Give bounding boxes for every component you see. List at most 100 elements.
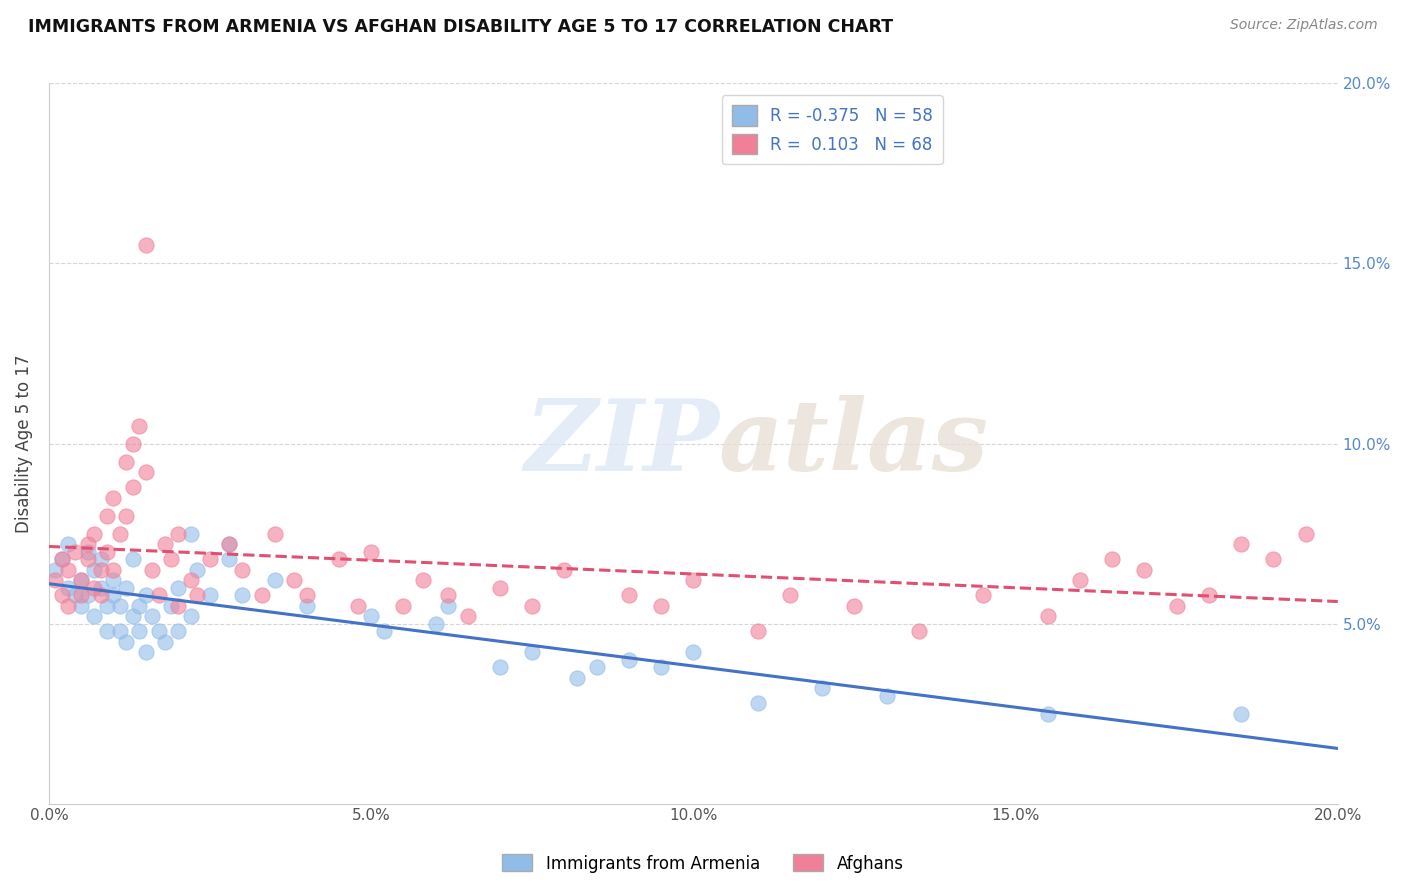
Point <box>522 645 544 659</box>
Point <box>522 599 544 613</box>
Legend: Immigrants from Armenia, Afghans: Immigrants from Armenia, Afghans <box>496 847 910 880</box>
Point <box>811 681 834 696</box>
Point <box>876 689 898 703</box>
Point <box>250 588 273 602</box>
Y-axis label: Disability Age 5 to 17: Disability Age 5 to 17 <box>15 354 32 533</box>
Point <box>412 574 434 588</box>
Point <box>115 634 138 648</box>
Point <box>263 574 285 588</box>
Point <box>779 588 801 602</box>
Point <box>198 551 221 566</box>
Point <box>1230 706 1253 721</box>
Point <box>617 588 640 602</box>
Point <box>108 526 131 541</box>
Point <box>58 563 80 577</box>
Text: ZIP: ZIP <box>524 395 718 491</box>
Point <box>96 508 118 523</box>
Point <box>160 599 183 613</box>
Point <box>44 574 66 588</box>
Point <box>567 671 589 685</box>
Point <box>360 609 382 624</box>
Point <box>58 581 80 595</box>
Text: IMMIGRANTS FROM ARMENIA VS AFGHAN DISABILITY AGE 5 TO 17 CORRELATION CHART: IMMIGRANTS FROM ARMENIA VS AFGHAN DISABI… <box>28 18 893 36</box>
Point <box>231 563 253 577</box>
Point <box>186 588 208 602</box>
Point <box>58 599 80 613</box>
Point <box>1036 706 1059 721</box>
Point <box>972 588 994 602</box>
Point <box>489 581 512 595</box>
Point <box>166 624 188 638</box>
Point <box>89 563 111 577</box>
Point <box>1069 574 1091 588</box>
Point <box>489 660 512 674</box>
Point <box>218 537 240 551</box>
Point <box>360 544 382 558</box>
Point <box>166 599 188 613</box>
Point <box>682 645 704 659</box>
Point <box>295 599 318 613</box>
Point <box>1101 551 1123 566</box>
Point <box>1263 551 1285 566</box>
Text: Source: ZipAtlas.com: Source: ZipAtlas.com <box>1230 18 1378 32</box>
Point <box>76 537 98 551</box>
Point <box>83 609 105 624</box>
Point <box>89 551 111 566</box>
Point <box>89 581 111 595</box>
Point <box>135 466 157 480</box>
Point <box>63 544 86 558</box>
Point <box>121 609 143 624</box>
Point <box>437 599 460 613</box>
Point <box>76 551 98 566</box>
Point <box>328 551 350 566</box>
Point <box>115 508 138 523</box>
Point <box>650 660 672 674</box>
Point <box>373 624 395 638</box>
Point <box>148 588 170 602</box>
Point <box>44 563 66 577</box>
Point <box>51 551 73 566</box>
Point <box>135 238 157 252</box>
Point <box>83 526 105 541</box>
Point <box>457 609 479 624</box>
Point <box>682 574 704 588</box>
Point <box>218 537 240 551</box>
Point <box>103 588 125 602</box>
Point <box>283 574 305 588</box>
Point <box>617 652 640 666</box>
Point <box>180 526 202 541</box>
Point <box>153 537 176 551</box>
Point <box>121 551 143 566</box>
Point <box>553 563 575 577</box>
Point <box>128 418 150 433</box>
Point <box>166 526 188 541</box>
Point <box>115 454 138 468</box>
Point <box>63 588 86 602</box>
Point <box>51 588 73 602</box>
Point <box>1133 563 1156 577</box>
Point <box>347 599 370 613</box>
Point <box>76 588 98 602</box>
Point <box>153 634 176 648</box>
Point <box>141 609 163 624</box>
Point <box>76 544 98 558</box>
Point <box>103 491 125 505</box>
Point <box>908 624 931 638</box>
Point <box>392 599 415 613</box>
Point <box>186 563 208 577</box>
Point <box>128 599 150 613</box>
Point <box>180 609 202 624</box>
Point <box>70 574 93 588</box>
Point <box>141 563 163 577</box>
Point <box>115 581 138 595</box>
Point <box>135 588 157 602</box>
Point <box>96 544 118 558</box>
Point <box>70 588 93 602</box>
Point <box>96 624 118 638</box>
Point <box>747 624 769 638</box>
Point <box>198 588 221 602</box>
Point <box>263 526 285 541</box>
Point <box>437 588 460 602</box>
Point <box>1230 537 1253 551</box>
Point <box>218 551 240 566</box>
